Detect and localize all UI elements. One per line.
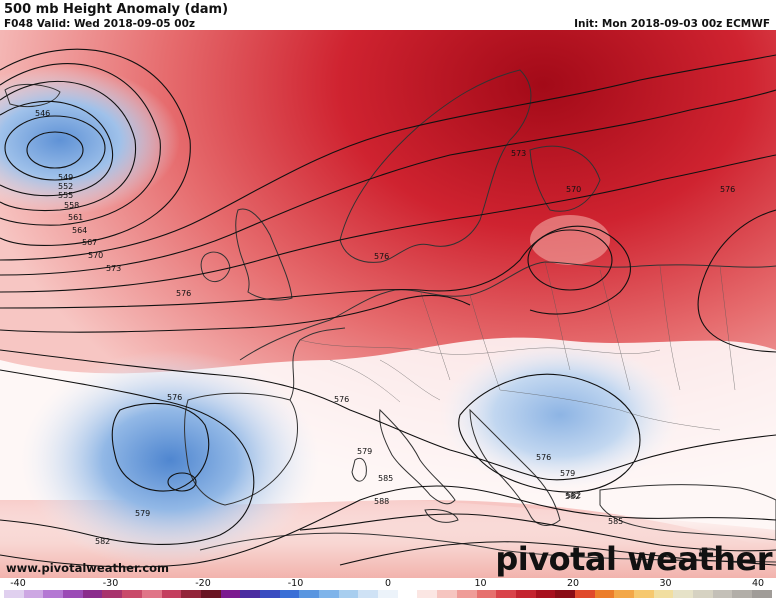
contour-label: 564 <box>72 226 87 235</box>
contour-label: 576 <box>334 395 349 404</box>
colorbar-swatch <box>574 590 595 598</box>
colorbar-swatch <box>417 590 438 598</box>
contour-label: 579 <box>135 509 150 518</box>
valid-time: F048 Valid: Wed 2018-09-05 00z <box>4 18 195 30</box>
colorbar-tick-label: -40 <box>10 578 26 589</box>
colorbar-swatch <box>122 590 142 598</box>
contour-label: 582 <box>566 491 581 500</box>
colorbar-tick-label: 10 <box>474 578 487 589</box>
contour-label: 567 <box>82 238 97 247</box>
contour-label: 582 <box>565 492 580 501</box>
colorbar-tick-label: -30 <box>102 578 119 589</box>
colorbar-swatch <box>82 590 103 598</box>
colorbar-swatch <box>732 590 753 598</box>
colorbar-swatch <box>673 590 694 598</box>
colorbar-tick-label: -10 <box>287 578 304 589</box>
contour-label: 579 <box>357 447 372 456</box>
colorbar-swatch <box>378 590 398 598</box>
colorbar-swatch <box>240 590 260 598</box>
colorbar-ticks: -40 -30 -20 -10 0 10 20 30 40 <box>0 578 776 589</box>
colorbar-swatch <box>614 590 634 598</box>
colorbar-swatch <box>515 590 536 598</box>
contour-label: 573 <box>511 149 526 158</box>
colorbar-swatch <box>102 590 123 598</box>
colorbar-tick-label: 40 <box>751 578 765 589</box>
colorbar-swatch <box>653 590 674 598</box>
contour-label: 552 <box>58 182 73 191</box>
contour-label: 576 <box>720 185 735 194</box>
contour-label: 549 <box>58 173 73 182</box>
contour-label: 576 <box>167 393 182 402</box>
contour-label: 555 <box>58 191 73 200</box>
colorbar-swatch <box>358 590 379 598</box>
colorbar-swatch <box>555 590 575 598</box>
contour-labels: 546 549 552 555 558 561 564 567 570 573 … <box>35 109 735 546</box>
colorbar-swatch <box>338 590 359 598</box>
borders <box>299 261 736 431</box>
colorbar-swatch <box>535 590 556 598</box>
colorbar-swatch <box>693 590 713 598</box>
colorbar-swatch <box>299 590 319 598</box>
contour-label: 585 <box>378 474 393 483</box>
colorbar-swatch <box>43 590 64 598</box>
contour-label: 576 <box>536 453 551 462</box>
colorbar-swatch <box>456 590 477 598</box>
colorbar-swatch <box>712 590 733 598</box>
colorbar-tick-label: 20 <box>566 578 580 589</box>
contour-label: 561 <box>68 213 83 222</box>
colorbar-swatch <box>437 590 457 598</box>
map-title: 500 mb Height Anomaly (dam) <box>4 2 229 17</box>
colorbar-swatch <box>161 590 182 598</box>
colorbar-scale <box>4 590 772 598</box>
colorbar-swatch <box>397 590 418 598</box>
colorbar-swatch <box>476 590 497 598</box>
colorbar-swatch <box>496 590 516 598</box>
contour-label: 576 <box>176 289 191 298</box>
colorbar-swatch <box>319 590 339 598</box>
height-contours <box>0 48 776 568</box>
balkan-low-anomaly <box>440 340 680 490</box>
init-time: Init: Mon 2018-09-03 00z ECMWF <box>574 18 770 30</box>
colorbar-swatch <box>752 590 772 598</box>
nw-low-anomaly <box>0 65 180 215</box>
colorbar-swatch <box>181 590 201 598</box>
contour-label: 558 <box>64 201 79 210</box>
iberia-low-anomaly <box>20 350 320 570</box>
colorbar-tick-label: 30 <box>659 578 672 589</box>
contour-label: 579 <box>560 469 575 478</box>
website-url: www.pivotalweather.com <box>6 561 170 575</box>
colorbar: -40 -30 -20 -10 0 10 20 30 40 <box>0 578 776 600</box>
colorbar-swatch <box>220 590 241 598</box>
colorbar-swatch <box>634 590 654 598</box>
colorbar-swatch <box>23 590 44 598</box>
coastlines <box>4 69 776 563</box>
colorbar-swatch <box>259 590 280 598</box>
baltic-weak-anomaly <box>530 215 610 265</box>
contour-label: 570 <box>88 251 103 260</box>
colorbar-swatch <box>141 590 162 598</box>
colorbar-tick-label: 0 <box>384 578 392 589</box>
contour-label: 573 <box>106 264 121 273</box>
colorbar-swatch <box>279 590 300 598</box>
anomaly-map[interactable]: 546 549 552 555 558 561 564 567 570 573 … <box>0 30 776 578</box>
colorbar-tick-label: -20 <box>195 578 211 589</box>
map-canvas: 546 549 552 555 558 561 564 567 570 573 … <box>0 30 776 578</box>
contour-label: 570 <box>566 185 581 194</box>
colorbar-swatch <box>4 590 24 598</box>
contour-label: 585 <box>608 517 623 526</box>
colorbar-swatch <box>200 590 221 598</box>
contour-label: 582 <box>95 537 110 546</box>
contour-label: 588 <box>374 497 389 506</box>
colorbar-swatch <box>63 590 83 598</box>
contour-label: 576 <box>374 252 389 261</box>
colorbar-swatch <box>594 590 615 598</box>
brand-logo: pivotal weather <box>495 540 772 578</box>
contour-label: 546 <box>35 109 50 118</box>
